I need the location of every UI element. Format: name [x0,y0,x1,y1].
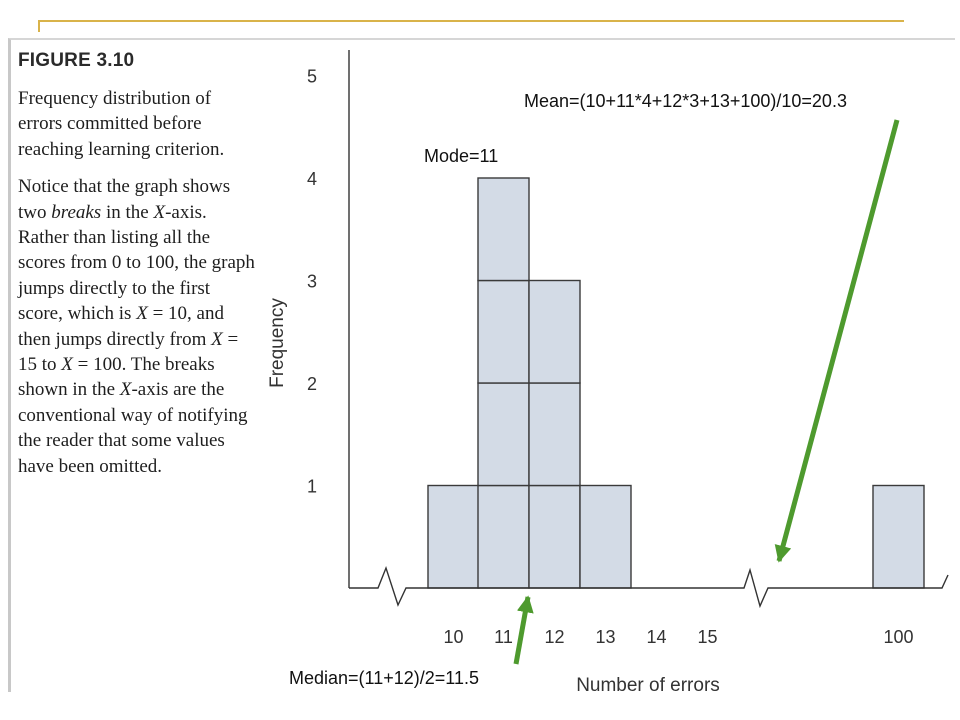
caption-body-part: -axis are the conventional way of notify… [18,379,248,477]
mode-annotation: Mode=11 [424,146,498,166]
bar-12-unit-2 [528,382,581,487]
caption-body: Notice that the graph shows two breaks i… [18,174,258,479]
caption-body-part: X [211,328,223,350]
y-tick-label: 3 [307,272,317,292]
bar-13-unit-1 [579,484,632,589]
x-tick-label: 13 [595,627,615,647]
bar-12-unit-3 [528,279,581,384]
caption-body-part: X [136,303,148,325]
x-tick-label: 14 [646,627,666,647]
y-tick-label: 4 [307,169,317,189]
caption-body-part: in the [101,201,154,223]
y-tick-label: 5 [307,67,317,87]
caption-body-part: X [153,201,166,223]
bars [427,177,925,589]
figure-number: FIGURE 3.10 [18,50,135,71]
caption-body-part: = 100. The breaks shown in the [18,354,215,401]
bar-100-unit-1 [872,484,925,589]
bar-11-unit-2 [477,382,530,487]
mean-arrow [774,119,900,563]
caption-body-part: X [119,379,132,401]
bar-11-unit-4 [477,177,530,282]
caption-body-part: Notice that the graph shows two [18,176,231,223]
top-accent-tick [38,20,40,32]
x-axis-line-with-breaks [349,565,949,609]
x-tick-label: 10 [443,627,463,647]
y-tick-label: 1 [307,477,317,497]
x-tick-label: 12 [544,627,564,647]
x-tick-label: 11 [494,627,513,647]
x-tick-label: 100 [883,627,913,647]
bar-10-unit-1 [427,484,480,589]
bar-12-unit-1 [528,484,581,589]
median-annotation: Median=(11+12)/2=11.5 [289,668,479,688]
top-accent-rule [38,20,904,22]
bar-11-unit-3 [477,279,530,384]
axes [348,50,949,609]
caption-body-part: breaks [51,201,102,223]
y-axis-label: Frequency [267,298,288,388]
figure-caption: FIGURE 3.10 Frequency distribution of er… [18,50,258,491]
x-axis-label: Number of errors [576,675,720,696]
caption-body-part: = 10, and then jumps directly from [18,303,224,350]
caption-body-part: X [61,354,73,376]
caption-title: Frequency distribution of errors committ… [18,88,225,160]
median-arrow [513,595,534,665]
mean-annotation: Mean=(10+11*4+12*3+13+100)/10=20.3 [524,91,847,111]
bar-11-unit-1 [477,484,530,589]
x-tick-label: 15 [697,627,717,647]
y-tick-label: 2 [307,374,317,394]
caption-body-part: -axis. Rather than listing all the score… [18,201,255,325]
caption-body-part: = 15 to [18,328,239,376]
